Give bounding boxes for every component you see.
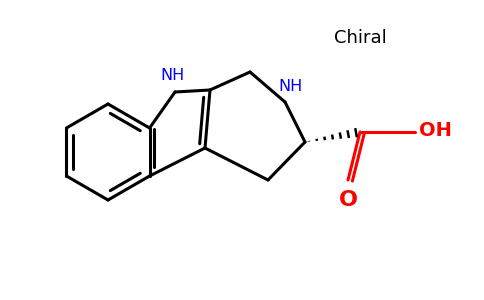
Text: Chiral: Chiral [333, 29, 386, 47]
Text: OH: OH [419, 121, 452, 140]
Text: NH: NH [278, 79, 302, 94]
Text: O: O [338, 190, 358, 210]
Text: NH: NH [161, 68, 185, 83]
